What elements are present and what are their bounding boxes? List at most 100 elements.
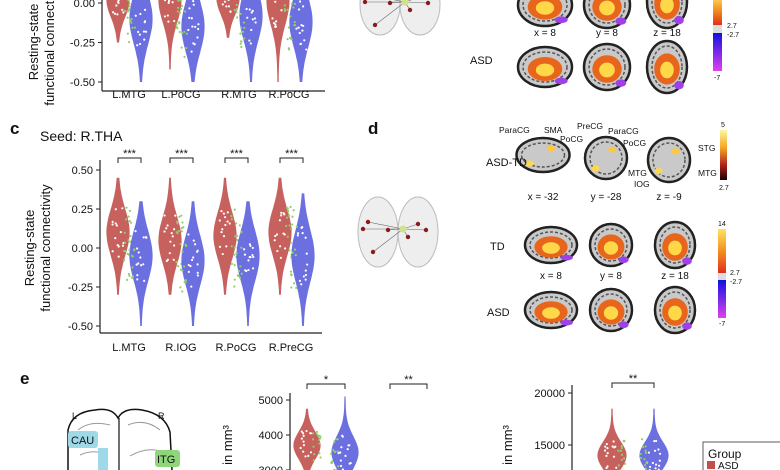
data-point [620,445,623,448]
data-point [225,5,228,8]
data-point [233,278,236,281]
violin-asd [266,0,290,82]
violin-asd [268,177,292,295]
data-point [128,248,131,251]
data-point [163,15,167,18]
brain-top-asd [645,39,689,95]
data-point [174,214,177,217]
data-point [175,220,179,223]
data-point [163,0,167,2]
data-point [180,227,183,230]
data-point [126,32,129,35]
deactivation-blob [618,321,629,329]
x-tick-label: R.IOG [165,342,196,354]
brain-asd [523,290,579,330]
data-point [620,446,623,450]
brain-gyri [659,291,691,329]
violin-asd [293,408,321,470]
data-point [617,464,620,467]
data-point [250,11,253,14]
y-tick-label: 20000 [534,388,565,400]
data-point [332,448,335,452]
data-point [319,456,322,459]
chart-c: 0.50 0.25 0.00 -0.25 -0.50 L.MTG *** R.IOG *** R.… [68,148,322,354]
data-point [111,223,114,226]
brain-gyri [588,0,626,24]
coord-label: z = 18 [653,28,681,39]
data-point [624,462,627,466]
data-point [111,220,114,223]
connection-line [367,221,404,230]
data-point [291,215,294,218]
data-point [612,455,616,458]
data-point [196,249,199,252]
data-point [272,22,276,25]
data-point [247,259,250,262]
data-point [605,442,608,446]
data-point [143,20,147,23]
data-point [236,234,239,238]
data-point [347,444,350,447]
x-tick-label: R.MTG [221,89,256,101]
data-point [188,7,191,10]
data-point [172,258,175,261]
data-point [134,229,137,233]
data-point [167,1,170,4]
roi-node [415,221,421,227]
region-label: IOG [634,179,650,189]
data-point [296,232,300,235]
data-point [127,40,131,44]
data-point [128,219,131,223]
data-point [346,448,349,451]
data-point [248,8,251,11]
data-point [183,265,186,268]
significance-bracket [389,383,428,389]
data-point [304,273,308,277]
data-point [166,14,169,17]
y-axis-label-top-line2: functional connectivity [42,0,57,106]
roi-node [405,234,411,240]
coord-label: z = 18 [661,271,689,282]
data-point [240,45,243,49]
significance-label: ** [404,374,413,386]
brain-top-row1 [516,0,574,28]
data-point [137,30,140,34]
activation-peak [542,242,560,254]
data-point [163,230,166,233]
data-point [218,219,221,222]
data-point [276,249,279,253]
data-point [290,227,293,230]
data-point [299,42,302,46]
data-point [229,10,232,13]
data-point [330,461,333,464]
data-point [654,463,658,466]
data-point [644,445,647,448]
brain-gyri [651,45,683,89]
x-tick-label: L.MTG [112,89,146,101]
data-point [176,10,179,13]
data-point [251,246,254,250]
data-point [248,255,251,259]
significance-bracket [306,383,346,389]
chart-title-c: Seed: R.THA [40,128,123,144]
x-tick-label: L.MTG [112,342,146,354]
data-point [653,449,657,452]
data-point [286,216,289,219]
data-point [178,22,181,25]
data-point [140,264,143,267]
activation-peak [599,0,615,16]
colorbar-tick: -7 [719,321,725,328]
data-point [242,248,246,251]
data-point [124,218,128,221]
row-label-asd-td: ASD-TD [486,157,527,169]
significance-bracket [169,157,194,163]
data-point [300,24,303,27]
data-point [275,233,279,236]
panel-label-c: c [10,119,19,138]
data-point [228,222,231,225]
data-point [250,28,253,32]
x-tick-label: L.PoCG [161,89,200,101]
data-point [192,3,195,6]
roi-node [385,227,391,233]
data-point [167,0,171,3]
